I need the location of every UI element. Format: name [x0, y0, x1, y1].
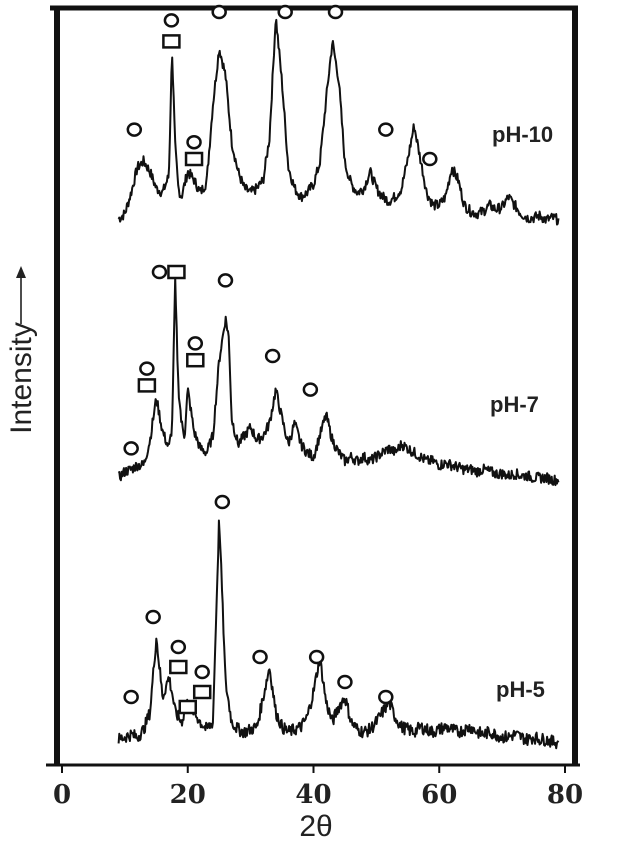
x-axis-ticks: 0 20 40 60 80 — [53, 765, 583, 810]
phase-markers — [123, 4, 438, 715]
x-tick-label: 80 — [547, 780, 583, 810]
circle-phase-marker — [126, 122, 143, 137]
square-phase-marker — [192, 684, 212, 700]
circle-phase-marker — [194, 664, 210, 680]
circle-phase-marker — [139, 361, 155, 376]
circle-phase-marker — [170, 639, 187, 655]
square-phase-marker — [178, 699, 197, 715]
circle-phase-marker — [163, 13, 180, 28]
circle-phase-marker — [337, 674, 353, 690]
x-tick-label: 0 — [53, 780, 71, 810]
x-tick-label: 40 — [295, 780, 331, 810]
circle-phase-marker — [187, 336, 204, 351]
circle-phase-marker — [123, 689, 139, 705]
circle-phase-marker — [302, 382, 319, 397]
x-tick-label: 20 — [170, 780, 206, 810]
circle-phase-marker — [211, 4, 227, 20]
circle-phase-marker — [378, 689, 394, 705]
series-line-ph-10 — [117, 18, 560, 226]
square-phase-marker — [184, 151, 204, 167]
circle-phase-marker — [145, 609, 161, 625]
series-label-ph-5: pH-5 — [496, 677, 545, 702]
square-phase-marker — [169, 659, 188, 675]
square-phase-marker — [137, 378, 157, 393]
x-axis-title: 2θ — [299, 810, 332, 843]
series-labels: pH-10 pH-7 pH-5 — [490, 122, 553, 702]
square-phase-marker — [162, 34, 181, 49]
circle-phase-marker — [186, 134, 202, 150]
circle-phase-marker — [308, 649, 325, 665]
square-phase-marker — [167, 264, 186, 280]
circle-phase-marker — [327, 4, 344, 20]
series-label-ph-7: pH-7 — [490, 392, 539, 417]
circle-phase-marker — [252, 649, 268, 665]
y-axis-title-group: Intensity — [5, 322, 38, 434]
circle-phase-marker — [123, 441, 139, 456]
circle-phase-marker — [277, 4, 293, 20]
circle-phase-marker — [151, 264, 168, 280]
series-line-ph-7 — [117, 276, 560, 487]
circle-phase-marker — [217, 273, 234, 288]
y-axis-arrow — [16, 266, 26, 324]
circle-phase-marker — [264, 348, 281, 364]
y-axis-title: Intensity — [5, 322, 38, 434]
square-phase-marker — [186, 352, 205, 368]
circle-phase-marker — [214, 494, 231, 510]
circle-phase-marker — [422, 151, 438, 167]
series-label-ph-10: pH-10 — [492, 122, 553, 147]
x-tick-label: 60 — [421, 780, 457, 810]
circle-phase-marker — [378, 122, 394, 137]
